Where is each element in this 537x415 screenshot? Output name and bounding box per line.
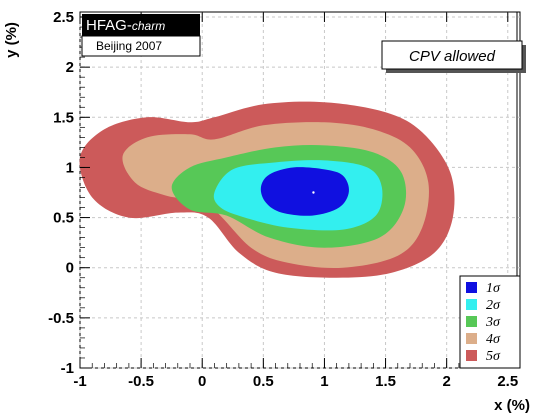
cpv-annotation: CPV allowed xyxy=(381,40,526,73)
y-tick-label: -1 xyxy=(61,360,74,377)
annotation-text: CPV allowed xyxy=(409,48,496,65)
y-tick-label: 1.5 xyxy=(53,109,74,126)
legend-label: 3σ xyxy=(485,315,501,330)
x-tick-label: -1 xyxy=(73,373,86,390)
legend-label: 2σ xyxy=(486,298,501,313)
x-axis-label: x (%) xyxy=(494,397,530,414)
legend-swatch xyxy=(466,316,477,327)
x-tick-label: 0 xyxy=(198,373,206,390)
badge-title-sub: charm xyxy=(132,19,165,33)
y-tick-label: 2 xyxy=(66,59,74,76)
hfag-badge: HFAG-charm Beijing 2007 xyxy=(81,14,201,57)
legend-swatch xyxy=(466,350,477,361)
legend: 1σ 2σ 3σ 4σ 5σ xyxy=(459,275,521,369)
x-tick-label: 1 xyxy=(320,373,328,390)
x-tick-label: 1.5 xyxy=(375,373,396,390)
badge-title: HFAG- xyxy=(86,17,132,34)
contours xyxy=(79,101,455,278)
x-tick-label: 2.5 xyxy=(497,373,518,390)
legend-label: 1σ xyxy=(486,281,501,296)
y-axis-label: y (%) xyxy=(3,22,20,58)
x-tick-label: 0.5 xyxy=(253,373,274,390)
y-tick-label: 2.5 xyxy=(53,9,74,26)
y-tick-label: 0 xyxy=(66,260,74,277)
svg-text:HFAG-charm: HFAG-charm xyxy=(86,17,165,34)
y-tick-label: 0.5 xyxy=(53,210,74,227)
x-tick-label: -0.5 xyxy=(128,373,154,390)
x-tick-label: 2 xyxy=(442,373,450,390)
x-tick-labels: -1 -0.5 0 0.5 1 1.5 2 2.5 xyxy=(73,373,518,390)
y-tick-label: 1 xyxy=(66,159,74,176)
contour-1σ xyxy=(260,167,349,216)
y-tick-labels: 2.5 2 1.5 1 0.5 0 -0.5 -1 xyxy=(48,9,74,377)
central-value-point xyxy=(312,191,315,194)
legend-swatch xyxy=(466,282,477,293)
badge-subtitle: Beijing 2007 xyxy=(96,39,162,53)
legend-label: 5σ xyxy=(486,349,501,364)
y-tick-label: -0.5 xyxy=(48,310,74,327)
legend-swatch xyxy=(466,299,477,310)
legend-label: 4σ xyxy=(486,332,501,347)
legend-swatch xyxy=(466,333,477,344)
